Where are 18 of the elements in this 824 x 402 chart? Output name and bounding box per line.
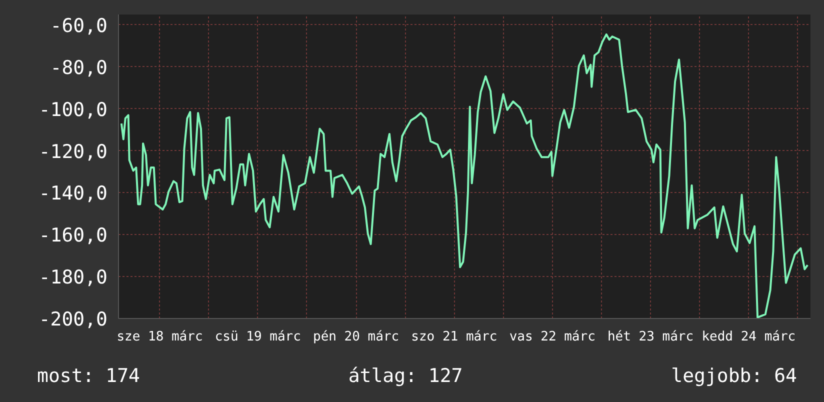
x-tick-label: szo 21 márc xyxy=(411,330,498,344)
y-tick-label: -200,0 xyxy=(38,308,108,330)
x-tick-label: csü 19 márc xyxy=(214,330,301,344)
y-tick-label: -160,0 xyxy=(38,224,108,247)
y-tick-label: -140,0 xyxy=(38,182,108,205)
y-tick-label: -100,0 xyxy=(38,98,108,121)
y-tick-label: -180,0 xyxy=(38,266,108,289)
text: átlag: 127 xyxy=(348,364,463,389)
x-tick-label: vas 22 márc xyxy=(509,330,596,344)
text: legjobb: 64 xyxy=(671,364,797,389)
y-tick-label: -120,0 xyxy=(38,140,108,163)
y-tick-label: -60,0 xyxy=(50,14,108,37)
x-tick-label: pén 20 márc xyxy=(313,330,400,344)
x-tick-label: sze 18 márc xyxy=(116,330,203,344)
text: most: 174 xyxy=(37,364,140,389)
x-tick-label: kedd 24 márc xyxy=(702,330,796,344)
y-tick-label: -80,0 xyxy=(50,56,108,79)
x-tick-label: hét 23 márc xyxy=(607,330,694,344)
